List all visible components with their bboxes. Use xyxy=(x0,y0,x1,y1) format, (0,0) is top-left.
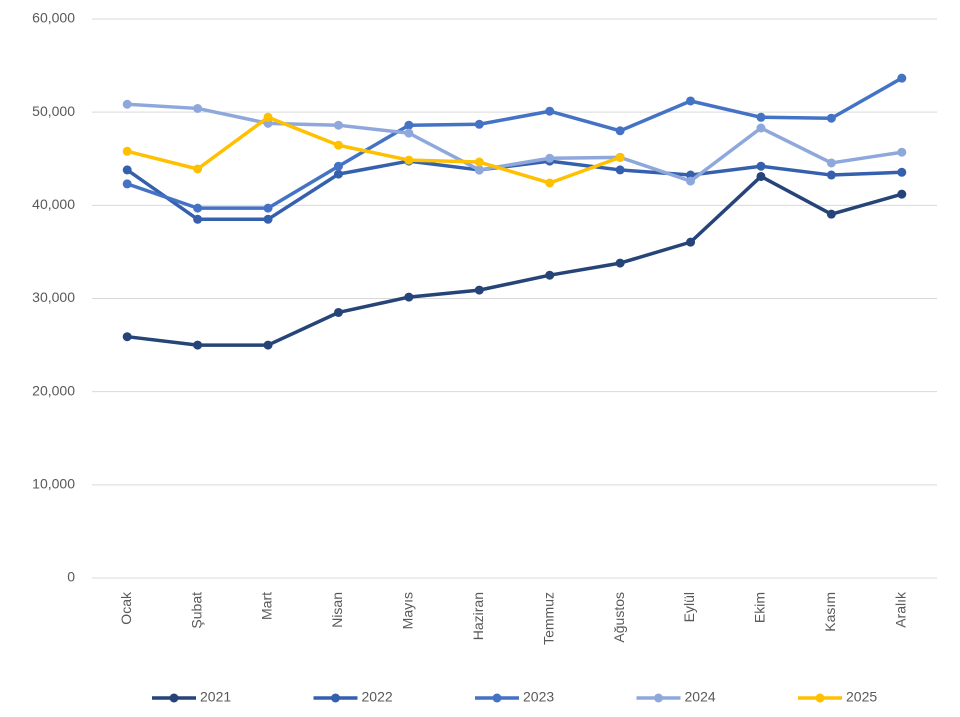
x-tick-label: Eylül xyxy=(681,592,697,622)
point xyxy=(193,340,203,350)
point xyxy=(193,214,203,224)
point xyxy=(122,165,132,175)
point xyxy=(404,155,414,165)
point xyxy=(333,169,343,179)
x-tick-label: Ocak xyxy=(118,591,134,625)
legend-marker xyxy=(815,693,825,703)
point xyxy=(615,165,625,175)
point xyxy=(193,164,203,174)
x-tick-label: Kasım xyxy=(822,592,838,632)
point xyxy=(686,176,696,186)
x-tick-label: Aralık xyxy=(892,591,908,628)
point xyxy=(756,112,766,122)
point xyxy=(826,113,836,123)
point xyxy=(333,120,343,130)
point xyxy=(615,258,625,268)
x-tick-label: Mart xyxy=(259,592,275,620)
point xyxy=(122,146,132,156)
point xyxy=(333,140,343,150)
legend-marker xyxy=(169,693,179,703)
point xyxy=(826,158,836,168)
series-line xyxy=(126,76,903,210)
legend-label: 2022 xyxy=(362,689,393,705)
point xyxy=(333,307,343,317)
point xyxy=(122,332,132,342)
point xyxy=(756,171,766,181)
legend-marker xyxy=(331,693,340,703)
point xyxy=(686,237,696,247)
point xyxy=(474,165,484,175)
legend-label: 2025 xyxy=(846,689,877,705)
y-tick-label: 40,000 xyxy=(32,196,75,212)
point xyxy=(545,270,555,280)
point xyxy=(826,209,836,219)
x-tick-label: Nisan xyxy=(329,592,345,628)
point xyxy=(122,99,132,109)
point xyxy=(263,214,273,224)
point xyxy=(615,126,625,136)
series-line xyxy=(126,115,621,185)
point xyxy=(826,170,836,180)
x-tick-label: Haziran xyxy=(470,592,486,640)
point xyxy=(897,189,907,199)
point xyxy=(545,178,555,188)
point xyxy=(615,152,625,162)
legend-marker xyxy=(654,693,663,703)
x-tick-label: Temmuz xyxy=(540,592,556,645)
legend-label: 2023 xyxy=(523,689,554,705)
point xyxy=(686,96,696,106)
legend-label: 2021 xyxy=(200,689,231,705)
point xyxy=(122,179,132,189)
point xyxy=(897,147,907,157)
point xyxy=(474,119,484,129)
y-tick-label: 50,000 xyxy=(32,103,75,119)
point xyxy=(404,128,414,138)
point xyxy=(193,103,203,113)
point xyxy=(474,285,484,295)
x-tick-label: Mayıs xyxy=(400,592,416,629)
series-line xyxy=(127,102,903,183)
y-tick-label: 20,000 xyxy=(32,382,75,398)
legend-label: 2024 xyxy=(685,689,716,705)
legend-marker xyxy=(492,693,502,703)
point xyxy=(545,106,555,116)
point xyxy=(263,203,273,213)
series-line xyxy=(127,174,903,347)
point xyxy=(263,112,273,122)
y-tick-label: 60,000 xyxy=(32,10,75,26)
y-tick-label: 30,000 xyxy=(32,289,75,305)
point xyxy=(756,161,766,171)
point xyxy=(897,73,907,83)
y-tick-label: 10,000 xyxy=(32,476,75,492)
x-tick-label: Ekim xyxy=(752,592,768,623)
point xyxy=(263,340,273,350)
point xyxy=(545,153,555,163)
point xyxy=(404,120,414,130)
x-tick-label: Ağustos xyxy=(611,592,627,643)
point xyxy=(333,161,343,171)
point xyxy=(193,203,203,213)
x-tick-label: Şubat xyxy=(188,592,204,629)
point xyxy=(756,123,766,133)
point xyxy=(404,292,414,302)
point xyxy=(897,167,907,177)
y-tick-label: 0 xyxy=(67,569,75,585)
point xyxy=(474,157,484,167)
